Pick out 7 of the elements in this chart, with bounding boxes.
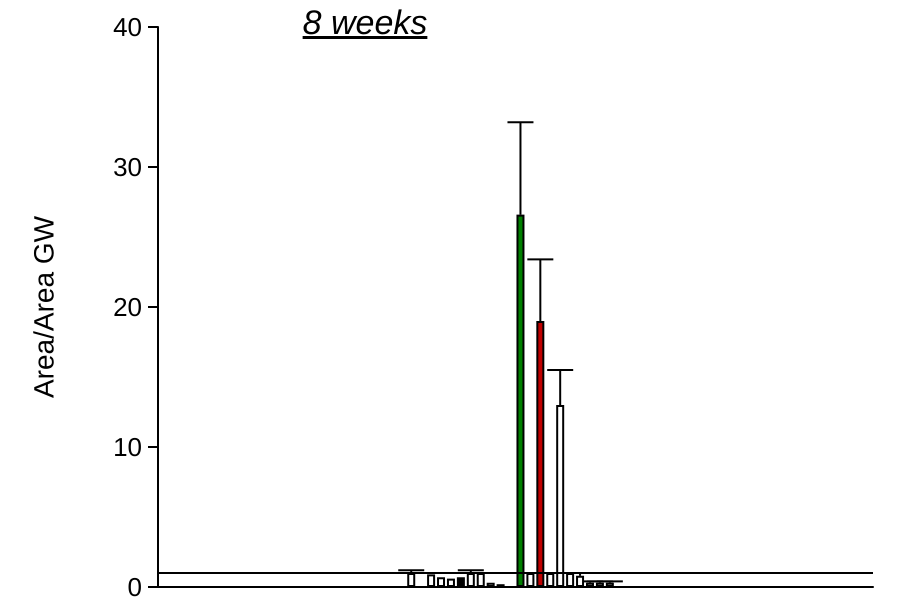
y-tick-label: 0 <box>128 572 142 600</box>
y-tick-label: 10 <box>113 432 142 462</box>
chart-title: 8 weeks <box>302 4 428 43</box>
y-tick-label: 20 <box>113 292 142 322</box>
y-tick-label: 30 <box>113 152 142 182</box>
y-tick-label: 40 <box>113 12 142 42</box>
y-axis-title: Area/Area GW <box>28 215 60 398</box>
